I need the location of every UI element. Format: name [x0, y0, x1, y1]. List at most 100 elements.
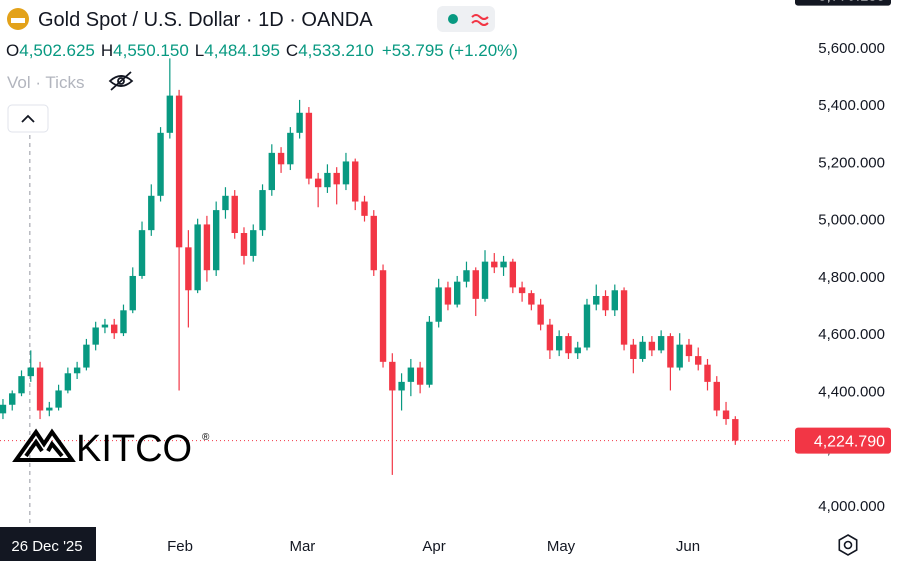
- candle-body: [370, 215, 377, 271]
- candle-body: [111, 324, 118, 334]
- ohlc-legend: O4,502.625 H4,550.150 L4,484.195 C4,533.210…: [6, 41, 518, 60]
- candle-body: [695, 356, 702, 365]
- ohlc-line: O4,502.625 H4,550.150 L4,484.195 C4,533.210…: [6, 41, 518, 60]
- y-tick-label: 5,400.000: [818, 97, 885, 114]
- candle-body: [667, 336, 674, 368]
- candle-body: [704, 364, 711, 382]
- candle-body: [157, 132, 164, 196]
- candle-body: [472, 270, 479, 299]
- collapse-button[interactable]: [7, 104, 49, 133]
- hide-icon[interactable]: [108, 71, 134, 91]
- candle-body: [175, 95, 183, 248]
- candle-body: [500, 261, 507, 268]
- candle-body: [722, 410, 730, 420]
- candle-body: [593, 295, 600, 305]
- candle-body: [268, 152, 276, 191]
- candle-body: [444, 287, 452, 305]
- last-price-label: 4,224.790: [814, 434, 885, 451]
- candle-body: [518, 287, 526, 294]
- candle-body: [46, 407, 53, 411]
- candle-body: [583, 304, 591, 348]
- candle-body: [565, 336, 572, 354]
- candle-body: [713, 381, 720, 411]
- candle-body: [528, 293, 535, 305]
- candle-body: [648, 341, 656, 351]
- volume-label: Vol · Ticks: [7, 73, 84, 92]
- candle-body: [324, 172, 331, 188]
- candle-body: [240, 233, 248, 256]
- candle-body: [657, 336, 665, 351]
- candle-body: [574, 347, 581, 354]
- candle-body: [64, 373, 72, 391]
- candle-body: [27, 367, 34, 377]
- candle-body: [463, 270, 470, 282]
- candle-body: [435, 287, 442, 322]
- crosshair-label: 26 Dec '25: [11, 538, 82, 555]
- candle-body: [481, 261, 489, 299]
- candle-body: [185, 247, 192, 291]
- candle-body: [611, 290, 618, 311]
- candle-body: [129, 275, 136, 311]
- candle-body: [92, 327, 99, 345]
- ohlc-value: 4,502.625: [19, 41, 95, 60]
- ohlc-value: 4,533.210: [298, 41, 374, 60]
- ohlc-key: H: [101, 41, 113, 60]
- x-tick-label: Feb: [167, 538, 193, 555]
- candle-body: [537, 304, 544, 325]
- y-tick-label: 4,800.000: [818, 269, 885, 286]
- logo-mark: [12, 428, 76, 462]
- candle-body: [509, 261, 517, 288]
- candle-body: [389, 361, 396, 391]
- candle-body: [222, 195, 229, 211]
- status-badge[interactable]: [437, 6, 495, 32]
- candle-body: [138, 230, 146, 276]
- candle-body: [18, 376, 25, 394]
- market-status: [448, 14, 458, 24]
- symbol-icon-bar: [11, 18, 25, 23]
- candle-body: [342, 161, 350, 185]
- axis-background: [790, 0, 898, 565]
- ohlc-key: O: [6, 41, 19, 60]
- candle-body: [259, 190, 266, 231]
- candle-body: [491, 261, 498, 268]
- candle-body: [287, 132, 294, 165]
- ohlc-change: +53.795 (+1.20%): [382, 41, 518, 60]
- candle-body: [676, 344, 683, 368]
- candle-body: [250, 230, 257, 256]
- ohlc-key: C: [286, 41, 298, 60]
- candle-body: [166, 95, 174, 133]
- candle-body: [83, 344, 90, 368]
- candle-body: [231, 195, 238, 234]
- y-tick-label: 4,400.000: [818, 383, 885, 400]
- candle-body: [407, 367, 415, 382]
- chart-title: Gold Spot / U.S. Dollar · 1D · OANDA: [38, 9, 373, 31]
- candle-body: [639, 341, 646, 359]
- candle-body: [732, 419, 739, 441]
- y-tick-label: 5,600.000: [818, 40, 885, 57]
- candle-body: [352, 161, 359, 202]
- ohlc-value: 4,484.195: [204, 41, 280, 60]
- collapse-icon: [21, 114, 35, 123]
- x-tick-label: Apr: [422, 538, 445, 555]
- logo-text: KITCO: [76, 428, 192, 470]
- candle-body: [685, 344, 693, 357]
- kitco-logo: KITCO ®: [12, 428, 210, 470]
- candle-body: [0, 404, 7, 414]
- candle-body: [36, 367, 44, 411]
- settings-icon[interactable]: [838, 534, 858, 556]
- candle-body: [398, 381, 405, 391]
- candle-body: [120, 310, 127, 334]
- candle-body: [555, 336, 563, 351]
- candle-body: [194, 224, 201, 291]
- x-tick-label: Jun: [676, 538, 700, 555]
- y-tick-label: 5,000.000: [818, 212, 885, 229]
- candle-body: [296, 112, 303, 133]
- candle-body: [426, 321, 433, 385]
- candle-body: [620, 290, 628, 345]
- candle-body: [212, 210, 220, 271]
- candle-body: [305, 112, 313, 179]
- candle-body: [148, 195, 155, 231]
- candle-body: [9, 393, 16, 405]
- crosshair-box: [0, 527, 96, 561]
